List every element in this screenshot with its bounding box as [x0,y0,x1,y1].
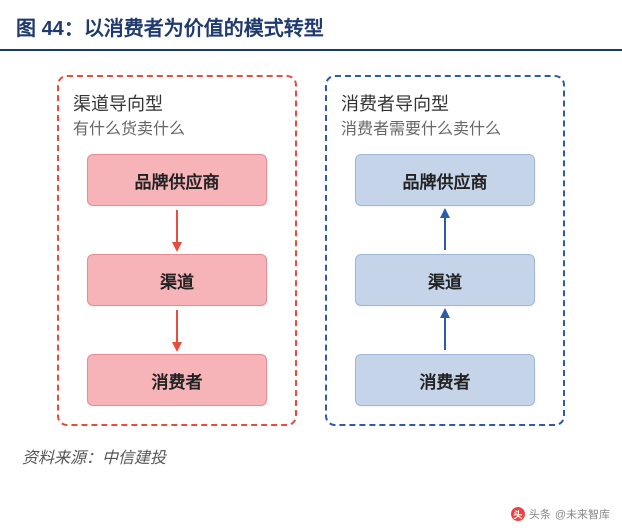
figure-header: 图 44：以消费者为价值的模式转型 [0,0,622,51]
watermark-prefix: 头条 [529,506,551,522]
arrow-down-icon [167,306,187,354]
panel-title: 渠道导向型 [73,91,281,118]
figure-number: 44 [42,18,64,40]
panel-header: 渠道导向型 有什么货卖什么 [73,91,281,142]
figure-footer: 资料来源：中信建投 [0,438,622,474]
figure-title-text: 以消费者为价值的模式转型 [84,18,324,40]
node-box: 消费者 [87,354,267,406]
node-label: 品牌供应商 [403,168,488,193]
source-text: 资料来源：中信建投 [22,450,166,467]
node-label: 消费者 [420,368,471,393]
panel-channel-oriented: 渠道导向型 有什么货卖什么 品牌供应商 渠道 消费者 [57,75,297,426]
node-box: 渠道 [355,254,535,306]
arrow [435,206,455,254]
diagram-area: 渠道导向型 有什么货卖什么 品牌供应商 渠道 消费者 消费者导向型 消费者需要什… [0,51,622,438]
arrow [435,306,455,354]
watermark-icon: 头 [511,507,525,521]
node-label: 品牌供应商 [135,168,220,193]
arrow [167,306,187,354]
figure-title: 图 44：以消费者为价值的模式转型 [16,18,324,40]
figure-prefix: 图 [16,18,36,40]
node-box: 品牌供应商 [355,154,535,206]
source-label: 资料来源： [22,450,102,467]
arrow-up-icon [435,206,455,254]
panel-consumer-oriented: 消费者导向型 消费者需要什么卖什么 品牌供应商 渠道 消费者 [325,75,565,426]
watermark: 头 头条 @未来智库 [511,506,610,522]
arrow-down-icon [167,206,187,254]
figure-sep: ： [64,18,84,40]
panel-header: 消费者导向型 消费者需要什么卖什么 [341,91,549,142]
node-box: 渠道 [87,254,267,306]
node-label: 渠道 [428,268,462,293]
arrow-up-icon [435,306,455,354]
node-label: 渠道 [160,268,194,293]
node-label: 消费者 [152,368,203,393]
source-value: 中信建投 [102,450,166,467]
watermark-handle: @未来智库 [555,506,610,522]
panel-subtitle: 有什么货卖什么 [73,118,281,142]
node-box: 消费者 [355,354,535,406]
panel-title: 消费者导向型 [341,91,549,118]
node-box: 品牌供应商 [87,154,267,206]
panel-subtitle: 消费者需要什么卖什么 [341,118,549,142]
arrow [167,206,187,254]
